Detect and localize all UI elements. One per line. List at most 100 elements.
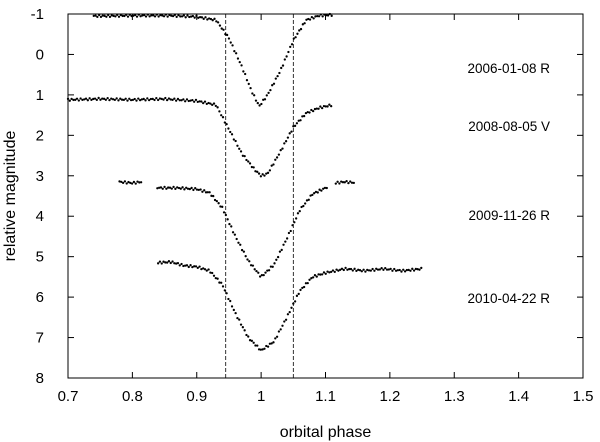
y-tick-label: 4 [36,208,44,225]
data-point [234,312,237,315]
data-point [99,15,103,19]
data-point [362,268,365,271]
data-point [84,97,88,100]
data-point [242,250,246,253]
data-point [220,281,223,284]
data-point [310,277,313,280]
data-point [121,181,125,185]
data-point [328,103,331,106]
data-point [394,269,398,272]
data-point [113,98,117,102]
data-point [245,333,248,337]
data-point [333,270,336,274]
data-point [104,98,108,101]
data-point [364,270,367,273]
data-point [178,99,181,102]
data-point [127,180,130,184]
data-point [209,102,212,105]
data-point [310,15,314,19]
data-point [267,269,271,272]
data-point [134,182,137,185]
data-point [347,182,350,185]
data-point [384,266,387,270]
data-point [70,97,73,101]
data-point [288,311,291,314]
data-point [152,14,155,17]
data-point [272,163,275,166]
data-point [147,98,151,102]
data-point [223,289,226,292]
y-tick-label: 8 [36,370,44,387]
data-point [186,187,190,190]
data-point [204,191,208,194]
data-point [178,264,181,267]
data-point [229,130,232,134]
data-point [324,272,327,275]
data-point [311,276,315,279]
data-point [203,189,206,192]
data-point [276,255,280,259]
data-point [205,102,208,106]
data-point [350,181,354,184]
data-point [153,15,157,18]
data-point [171,98,174,102]
data-point [187,99,190,103]
data-point [387,268,390,271]
data-point [120,180,123,184]
data-point [103,14,106,17]
data-point [86,99,89,102]
data-point [68,99,71,102]
data-point [216,277,219,280]
data-point [402,268,405,271]
data-point [292,302,295,305]
data-point [287,231,291,235]
data-point [123,14,126,18]
data-point [355,269,358,273]
data-point [224,33,227,36]
data-point [90,98,93,101]
data-point [114,15,117,18]
data-point [149,97,153,101]
data-point [171,14,175,18]
data-point [185,186,188,189]
data-point [307,198,310,201]
data-point [161,187,164,190]
data-point [296,212,300,215]
data-point [180,15,184,18]
data-point [216,106,219,109]
data-point [335,268,338,271]
data-point [190,186,193,190]
data-point [248,339,252,342]
data-point [130,182,134,185]
data-point [409,269,412,272]
data-point [142,97,145,101]
data-point [231,231,235,234]
data-point [292,125,295,128]
data-point [245,79,249,82]
data-point [251,92,254,95]
data-point [293,221,296,224]
data-point [380,267,383,270]
data-point [313,274,317,277]
x-tick-label: 1.3 [444,388,465,405]
data-point [117,15,121,18]
data-point [215,20,218,23]
data-point [176,97,180,101]
data-point [326,105,329,108]
data-point [313,107,317,111]
data-point [349,267,353,271]
data-point [259,348,263,351]
data-point [252,341,255,344]
data-point [239,323,243,326]
data-point [279,149,282,152]
data-point [268,169,272,172]
data-point [181,186,184,189]
data-point [243,154,246,158]
data-point [105,15,108,18]
data-point [290,306,293,309]
data-point [339,268,342,271]
data-point [232,138,235,141]
data-point [310,108,313,112]
data-point [281,324,284,327]
